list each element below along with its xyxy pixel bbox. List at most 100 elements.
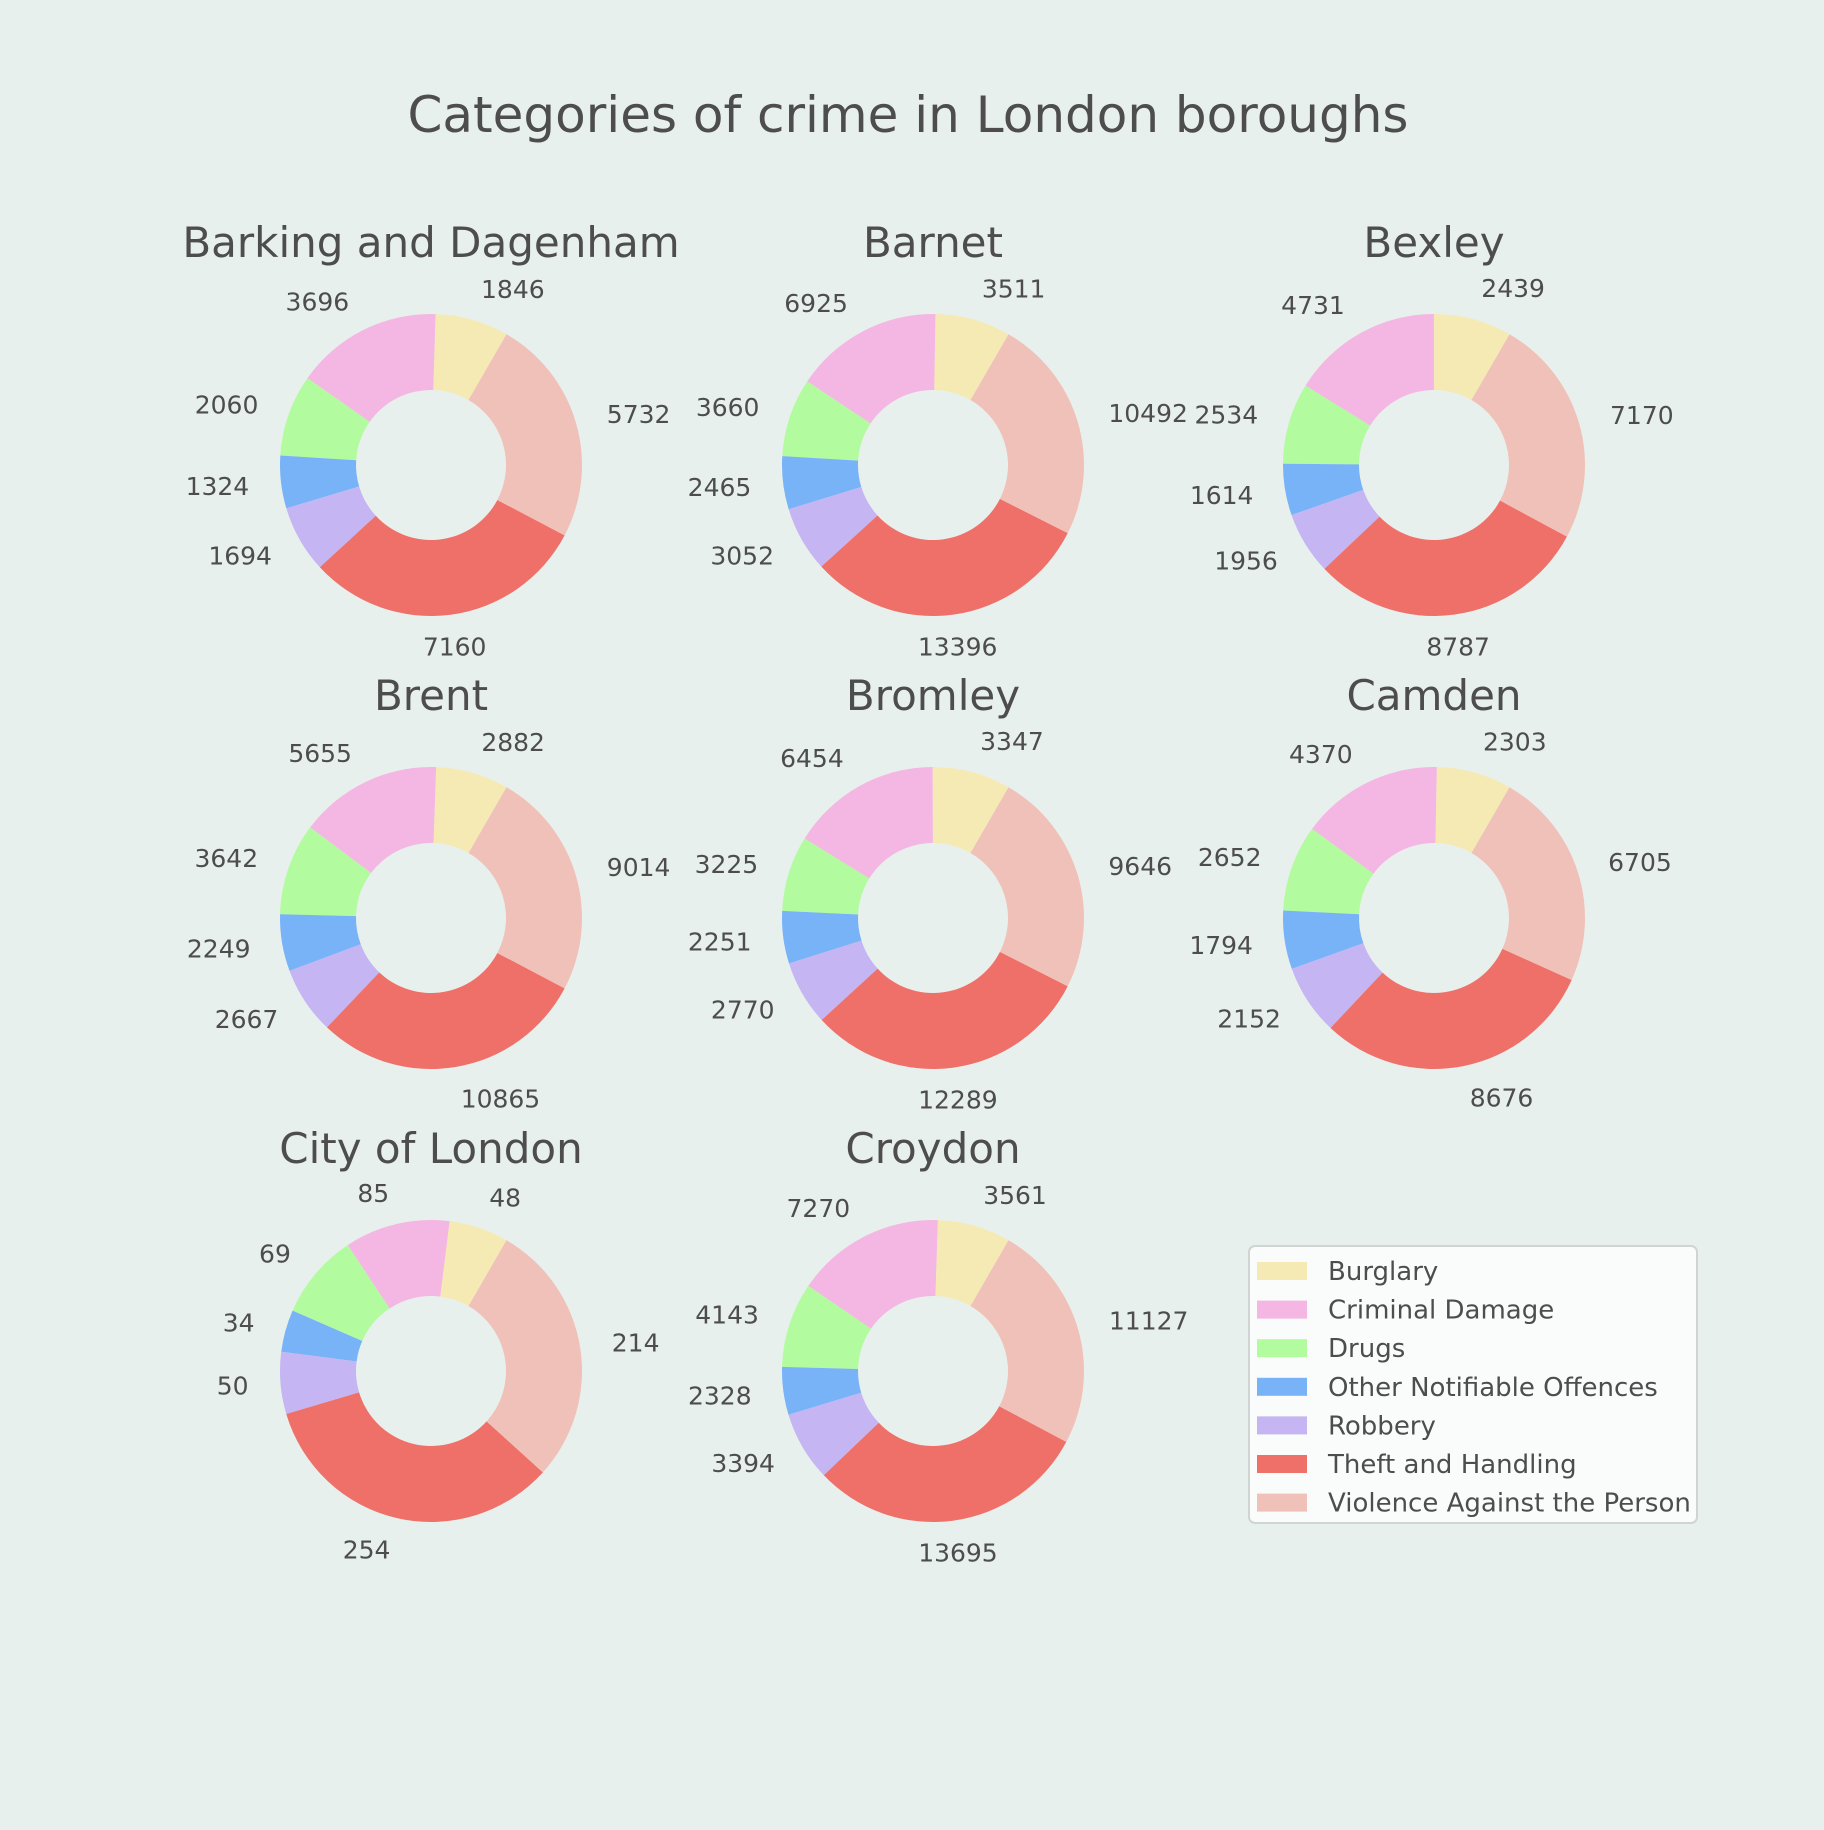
value-label-bromley-other-notifiable-offences: 2251 [688, 928, 752, 957]
slice-brent-violence-against-the-person [468, 787, 582, 989]
legend-label-drugs: Drugs [1328, 1334, 1405, 1364]
slice-brent-other-notifiable-offences [280, 914, 361, 971]
value-label-camden-burglary: 2303 [1483, 728, 1547, 757]
value-label-croydon-burglary: 3561 [983, 1181, 1047, 1210]
value-label-bromley-criminal-damage: 6454 [780, 744, 844, 773]
slice-barnet-robbery [788, 486, 878, 567]
slice-bexley-other-notifiable-offences [1283, 463, 1364, 516]
slice-bexley-drugs [1283, 385, 1371, 465]
value-label-croydon-drugs: 4143 [695, 1301, 759, 1330]
donut-barking-and-dagenham: Barking and Dagenham 1846 3696 2060 1324 1694… [182, 218, 679, 661]
slice-bexley-violence-against-the-person [1471, 334, 1585, 537]
value-label-brent-robbery: 2667 [215, 1005, 279, 1034]
donut-bromley: Bromley 3347 6454 3225 2251 2770 12289 9646 [688, 671, 1172, 1114]
donut-title-barking-and-dagenham: Barking and Dagenham [182, 218, 679, 267]
legend: Burglary Criminal Damage Drugs Other Notifi… [1248, 1245, 1698, 1524]
chart-title: Categories of crime in London boroughs [408, 86, 1409, 144]
value-label-barnet-other-notifiable-offences: 2465 [688, 473, 752, 502]
value-label-croydon-criminal-damage: 7270 [787, 1194, 851, 1223]
slice-croydon-other-notifiable-offences [781, 1366, 862, 1415]
slice-camden-violence-against-the-person [1471, 787, 1585, 981]
slice-bexley-burglary [1433, 314, 1510, 401]
legend-swatch-burglary [1257, 1262, 1307, 1280]
slice-croydon-violence-against-the-person [970, 1240, 1084, 1442]
value-label-bexley-robbery: 1956 [1214, 546, 1278, 575]
value-label-croydon-robbery: 3394 [711, 1449, 775, 1478]
slice-bromley-drugs [782, 838, 870, 915]
donut-title-camden: Camden [1346, 671, 1521, 720]
value-label-bexley-burglary: 2439 [1481, 274, 1545, 303]
legend-label-burglary: Burglary [1328, 1257, 1438, 1287]
value-label-barnet-criminal-damage: 6925 [784, 289, 848, 318]
value-label-city-of-london-theft-and-handling: 254 [343, 1535, 391, 1564]
slice-camden-burglary [1435, 767, 1510, 854]
slice-city-of-london-other-notifiable-offences [281, 1310, 363, 1362]
legend-swatch-other-notifiable-offences [1257, 1377, 1307, 1396]
value-label-camden-theft-and-handling: 8676 [1470, 1083, 1534, 1112]
value-label-brent-other-notifiable-offences: 2249 [187, 934, 251, 963]
slice-city-of-london-drugs [292, 1245, 390, 1342]
value-label-barnet-violence-against-the-person: 10492 [1108, 399, 1188, 428]
legend-label-robbery: Robbery [1328, 1411, 1436, 1441]
donut-title-city-of-london: City of London [279, 1124, 582, 1173]
value-label-city-of-london-violence-against-the-person: 214 [612, 1329, 660, 1358]
value-label-bromley-drugs: 3225 [695, 850, 759, 879]
donut-camden: Camden 2303 4370 2652 1794 2152 8676 6705 [1189, 671, 1671, 1112]
legend-label-theft-and-handling: Theft and Handling [1327, 1450, 1577, 1480]
slice-croydon-drugs [782, 1285, 872, 1369]
value-label-bromley-robbery: 2770 [711, 996, 775, 1025]
value-label-barking-and-dagenham-burglary: 1846 [481, 275, 545, 304]
donut-title-brent: Brent [374, 671, 488, 720]
slice-camden-criminal-damage [1312, 766, 1437, 874]
slice-barking-and-dagenham-theft-and-handling [319, 499, 565, 616]
slice-barking-and-dagenham-burglary [433, 314, 507, 401]
slice-city-of-london-theft-and-handling [286, 1392, 543, 1522]
legend-items: Burglary Criminal Damage Drugs Other Notifi… [1257, 1257, 1691, 1519]
slice-barking-and-dagenham-drugs [280, 378, 370, 461]
value-label-city-of-london-robbery: 50 [217, 1372, 249, 1401]
slice-bromley-criminal-damage [804, 767, 933, 879]
slice-croydon-theft-and-handling [823, 1406, 1067, 1523]
value-label-barking-and-dagenham-criminal-damage: 3696 [286, 287, 350, 316]
value-label-bexley-drugs: 2534 [1195, 400, 1259, 429]
value-label-camden-drugs: 2652 [1198, 843, 1262, 872]
slice-barnet-criminal-damage [807, 314, 936, 424]
slice-bromley-burglary [932, 767, 1009, 854]
value-label-brent-violence-against-the-person: 9014 [607, 853, 671, 882]
slice-barnet-burglary [934, 314, 1009, 401]
value-label-brent-theft-and-handling: 10865 [461, 1085, 541, 1114]
value-label-barking-and-dagenham-violence-against-the-person: 5732 [607, 400, 671, 429]
value-label-croydon-other-notifiable-offences: 2328 [688, 1381, 752, 1410]
donut-brent: Brent 2882 5655 3642 2249 2667 10865 9014 [187, 671, 671, 1114]
value-label-barking-and-dagenham-other-notifiable-offences: 1324 [186, 472, 250, 501]
value-label-bromley-theft-and-handling: 12289 [918, 1085, 998, 1114]
slice-croydon-robbery [788, 1392, 879, 1476]
value-label-barnet-drugs: 3660 [696, 393, 760, 422]
slice-barking-and-dagenham-violence-against-the-person [468, 334, 582, 536]
legend-swatch-criminal-damage [1257, 1300, 1307, 1319]
slice-barnet-violence-against-the-person [970, 334, 1084, 534]
value-label-bexley-other-notifiable-offences: 1614 [1190, 481, 1254, 510]
slice-bromley-theft-and-handling [821, 951, 1068, 1069]
legend-label-other-notifiable-offences: Other Notifiable Offences [1328, 1373, 1658, 1403]
slice-bromley-robbery [789, 940, 878, 1021]
slice-city-of-london-robbery [280, 1351, 360, 1415]
donut-bexley: Bexley 2439 4731 2534 1614 1956 8787 7170 [1190, 218, 1674, 661]
slice-brent-burglary [433, 767, 507, 854]
value-label-bexley-theft-and-handling: 8787 [1426, 632, 1490, 661]
legend-swatch-violence-against-the-person [1257, 1493, 1307, 1512]
slice-bexley-theft-and-handling [1324, 500, 1567, 616]
slice-camden-robbery [1291, 943, 1383, 1028]
value-label-camden-robbery: 2152 [1217, 1004, 1281, 1033]
slice-bromley-violence-against-the-person [970, 787, 1084, 987]
value-label-brent-criminal-damage: 5655 [288, 739, 352, 768]
slice-bexley-robbery [1291, 489, 1380, 569]
slice-camden-theft-and-handling [1330, 948, 1572, 1069]
value-label-camden-other-notifiable-offences: 1794 [1189, 931, 1253, 960]
donut-barnet: Barnet 3511 6925 3660 2465 3052 13396 10492 [688, 218, 1188, 661]
slice-city-of-london-violence-against-the-person [468, 1240, 582, 1473]
value-label-city-of-london-burglary: 48 [489, 1183, 521, 1212]
value-label-barnet-burglary: 3511 [982, 275, 1046, 304]
value-label-barnet-theft-and-handling: 13396 [918, 632, 998, 661]
